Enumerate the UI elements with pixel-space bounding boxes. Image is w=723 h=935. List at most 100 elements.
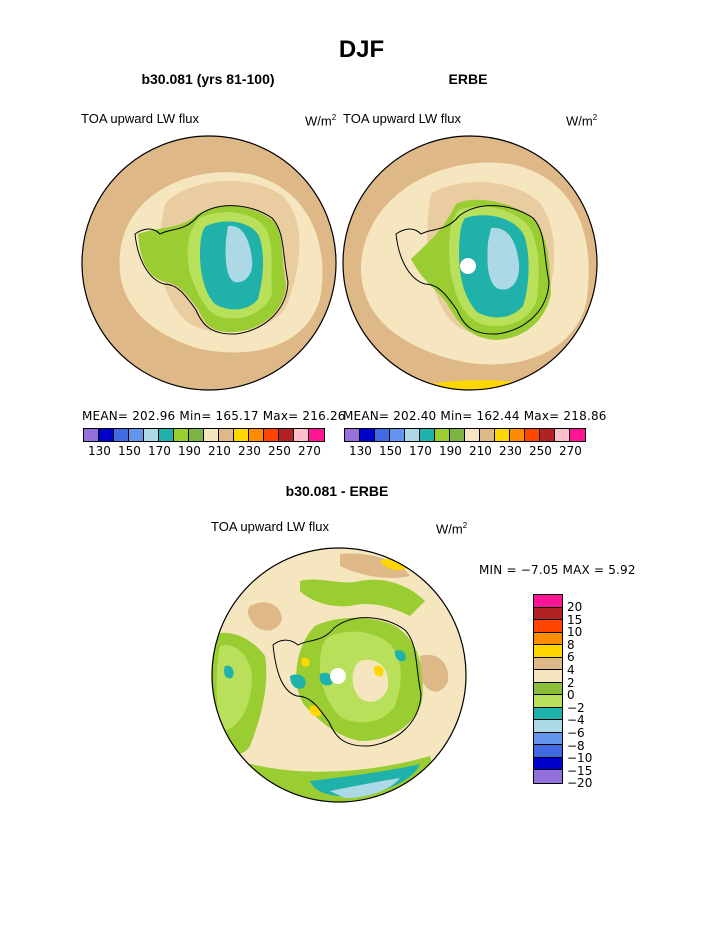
colorbar-level-label: 0 [567,688,575,703]
colorbar-swatch [534,745,562,758]
yellow-patch-2 [373,665,384,677]
colorbar-tick-label: 250 [529,444,552,458]
colorbar-tick-label: 270 [559,444,582,458]
colorbar-level-label: −6 [567,726,585,740]
main-title: DJF [338,36,385,63]
tan-patch-east [420,654,449,692]
colorbar-swatch [510,429,525,441]
colorbar-swatch [375,429,390,441]
right-variable-label: TOA upward LW flux [343,111,462,126]
left-map [81,135,337,391]
colorbar-tick-label: 150 [118,444,141,458]
colorbar-swatch [435,429,450,441]
colorbar-swatch [465,429,480,441]
coastline [395,205,550,335]
left-colorbar-ticks: 130 150 170 190 210 230 250 270 [83,444,325,458]
teal-patch-3 [394,650,406,662]
colorbar-level-label: −8 [567,738,585,753]
colorbar-swatch [345,429,360,441]
colorbar-swatch [555,429,570,441]
left-stats: MEAN= 202.96 Min= 165.17 Max= 216.26 [82,409,346,423]
tan-patch-west [247,602,282,631]
colorbar-swatch [534,720,562,733]
colorbar-swatch [534,670,562,683]
colorbar-tick-label: 230 [499,444,522,458]
colorbar-swatch [525,429,540,441]
colorbar-tick-label: 190 [178,444,201,458]
lightblue-south [330,778,400,798]
diff-variable-label: TOA upward LW flux [211,519,330,534]
right-panel-title: ERBE [448,71,488,87]
colorbar-tick-label: 130 [349,444,372,458]
pole-hole [330,668,346,684]
colorbar-swatch [534,620,562,633]
colorbar-swatch [360,429,375,441]
colorbar-tick-label: 210 [469,444,492,458]
colorbar-tick-label: 170 [409,444,432,458]
colorbar-swatch [534,657,562,670]
right-colorbar-ticks: 130 150 170 190 210 230 250 270 [344,444,586,458]
colorbar-swatch [534,632,562,645]
antarctica-core [487,227,520,290]
antarctica-core [225,225,253,283]
colorbar-level-label: 20 [567,600,583,614]
left-colorbar [83,428,325,442]
left-panel-title: b30.081 (yrs 81-100) [141,71,275,87]
diff-colorbar-labels: 20 15 10 8 6 4 2 0 −2 −4 −6 −8 −10 −15 −20 [567,594,607,804]
colorbar-swatch [534,695,562,708]
colorbar-tick-label: 170 [148,444,171,458]
left-unit-label: W/m2 [305,113,337,129]
colorbar-level-label: 10 [567,625,583,640]
colorbar-tick-label: 210 [208,444,231,458]
right-map [342,135,598,391]
colorbar-level-label: −4 [567,713,585,728]
green-band-north [300,579,425,616]
right-colorbar [344,428,586,442]
colorbar-level-label: −15 [567,763,593,778]
colorbar-swatch [390,429,405,441]
diff-stats: MIN = −7.05 MAX = 5.92 [479,563,636,577]
colorbar-swatch [144,429,159,441]
colorbar-swatch [129,429,144,441]
colorbar-swatch [234,429,249,441]
colorbar-swatch [420,429,435,441]
colorbar-swatch [534,682,562,695]
diff-panel-title: b30.081 - ERBE [285,483,389,499]
colorbar-level-label: −2 [567,700,585,715]
diff-unit-label: W/m2 [436,521,468,537]
colorbar-swatch [114,429,129,441]
colorbar-swatch [570,429,585,441]
colorbar-level-label: 6 [567,650,575,665]
colorbar-level-label: −20 [567,776,593,791]
tan-patch-north [340,553,410,578]
colorbar-tick-label: 150 [379,444,402,458]
colorbar-swatch [99,429,114,441]
colorbar-swatch [159,429,174,441]
coastline [272,617,422,747]
colorbar-swatch [534,732,562,745]
colorbar-swatch [294,429,309,441]
colorbar-swatch [189,429,204,441]
colorbar-swatch [279,429,294,441]
colorbar-swatch [309,429,324,441]
colorbar-tick-label: 130 [88,444,111,458]
colorbar-level-label: 2 [567,675,575,690]
colorbar-swatch [495,429,510,441]
colorbar-swatch [450,429,465,441]
colorbar-swatch [84,429,99,441]
colorbar-swatch [540,429,555,441]
colorbar-tick-label: 270 [298,444,321,458]
teal-patch-2 [319,672,333,686]
teal-patch-west [223,665,234,679]
left-variable-label: TOA upward LW flux [81,111,200,126]
colorbar-swatch [405,429,420,441]
colorbar-tick-label: 250 [268,444,291,458]
colorbar-level-label: 15 [567,612,583,627]
colorbar-level-label: 8 [567,637,575,652]
colorbar-swatch [534,707,562,720]
colorbar-swatch [174,429,189,441]
right-stats: MEAN= 202.40 Min= 162.44 Max= 218.86 [343,409,607,423]
colorbar-tick-label: 230 [238,444,261,458]
colorbar-swatch [219,429,234,441]
colorbar-tick-label: 190 [439,444,462,458]
